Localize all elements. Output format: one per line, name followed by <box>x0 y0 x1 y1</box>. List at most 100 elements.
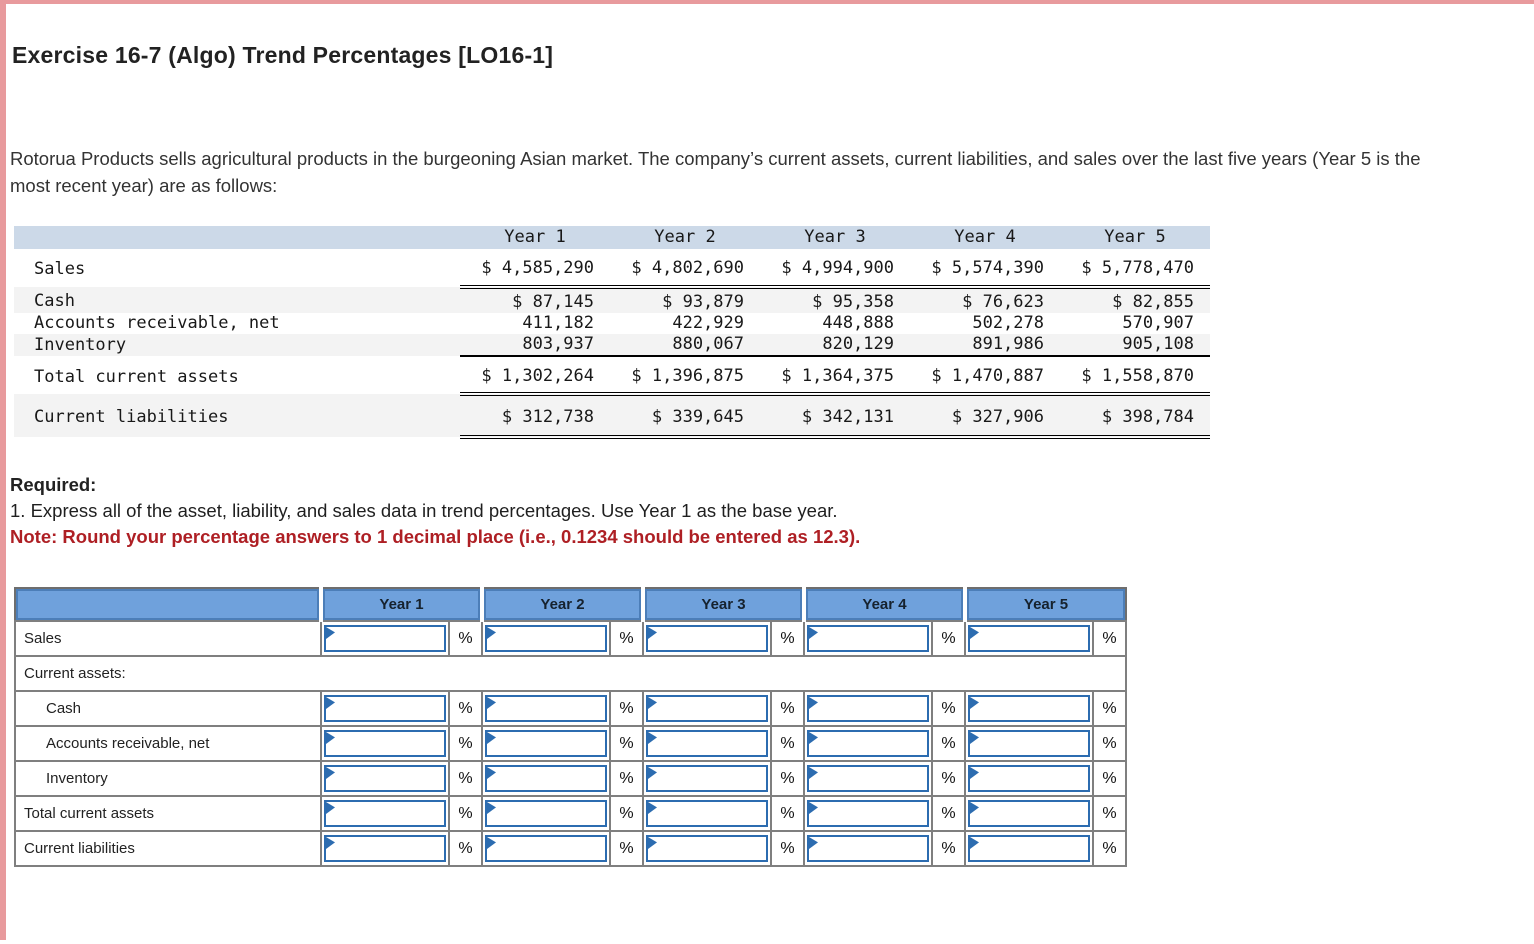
table-row-inventory: Inventory 803,937 880,067 820,129 891,98… <box>14 334 1210 357</box>
liabilities-year4-value: $ 327,906 <box>910 394 1060 439</box>
percent-label: % <box>931 620 966 657</box>
data-header-year4: Year 4 <box>910 226 1060 249</box>
row-label: Cash <box>34 291 75 311</box>
percent-label: % <box>770 620 805 657</box>
total-year4-value: $ 1,470,887 <box>910 356 1060 396</box>
answer-header-row: Year 1 Year 2 Year 3 Year 4 Year 5 <box>15 588 1126 621</box>
input-cell <box>803 760 933 797</box>
input-box <box>324 625 446 652</box>
answer-header-year1: Year 1 <box>319 588 484 621</box>
input-sales-year5[interactable] <box>970 627 1088 650</box>
answer-row-current-assets-section: Current assets: <box>14 655 1127 692</box>
input-box <box>968 765 1090 792</box>
input-cell <box>481 760 611 797</box>
input-box <box>807 800 929 827</box>
input-inventory-year5[interactable] <box>970 767 1088 790</box>
inventory-year1-value: 803,937 <box>460 334 610 357</box>
input-cell <box>642 620 772 657</box>
inventory-year3-value: 820,129 <box>760 334 910 357</box>
input-inventory-year4[interactable] <box>809 767 927 790</box>
input-inventory-year1[interactable] <box>326 767 444 790</box>
input-cash-year5[interactable] <box>970 697 1088 720</box>
input-sales-year2[interactable] <box>487 627 605 650</box>
input-sales-year1[interactable] <box>326 627 444 650</box>
answer-row-sales: Sales % % % % % <box>14 620 1127 657</box>
input-ar-year4[interactable] <box>809 732 927 755</box>
input-box <box>485 800 607 827</box>
input-cell <box>481 725 611 762</box>
table-row-sales: Sales $ 4,585,290 $ 4,802,690 $ 4,994,90… <box>14 249 1210 289</box>
percent-label: % <box>609 620 644 657</box>
row-label: Total current assets <box>34 366 239 387</box>
liabilities-year2-value: $ 339,645 <box>610 394 760 439</box>
input-box <box>968 625 1090 652</box>
input-box <box>485 695 607 722</box>
row-label: Inventory <box>34 334 127 355</box>
percent-label: % <box>1092 795 1127 832</box>
input-cell <box>320 830 450 867</box>
percent-label: % <box>770 795 805 832</box>
percent-label: % <box>1092 690 1127 727</box>
input-box <box>646 625 768 652</box>
input-cell <box>320 690 450 727</box>
percent-label: % <box>448 830 483 867</box>
input-cash-year2[interactable] <box>487 697 605 720</box>
input-cell <box>642 760 772 797</box>
percent-label: % <box>1092 830 1127 867</box>
input-liabilities-year1[interactable] <box>326 837 444 860</box>
required-section: Required: 1. Express all of the asset, l… <box>10 472 1534 550</box>
answer-row-total-current-assets: Total current assets % % % % % <box>14 795 1127 832</box>
input-liabilities-year4[interactable] <box>809 837 927 860</box>
input-total-year5[interactable] <box>970 802 1088 825</box>
input-cash-year1[interactable] <box>326 697 444 720</box>
ar-year4-value: 502,278 <box>972 313 1044 333</box>
input-cell <box>320 760 450 797</box>
total-year5-value: $ 1,558,870 <box>1060 356 1210 396</box>
input-cell <box>964 830 1094 867</box>
cash-year1-value: $ 87,145 <box>512 292 594 312</box>
rounding-note: Note: Round your percentage answers to 1… <box>10 526 861 547</box>
input-ar-year2[interactable] <box>487 732 605 755</box>
input-sales-year4[interactable] <box>809 627 927 650</box>
row-label: Cash <box>14 690 322 727</box>
percent-label: % <box>931 795 966 832</box>
input-inventory-year2[interactable] <box>487 767 605 790</box>
percent-label: % <box>448 760 483 797</box>
input-box <box>646 765 768 792</box>
data-header-blank <box>14 226 460 249</box>
cash-year3-value: $ 95,358 <box>812 292 894 312</box>
percent-label: % <box>609 690 644 727</box>
input-ar-year3[interactable] <box>648 732 766 755</box>
total-year3-value: $ 1,364,375 <box>760 356 910 396</box>
input-liabilities-year3[interactable] <box>648 837 766 860</box>
inventory-year5-value: 905,108 <box>1060 334 1210 357</box>
data-table-header-row: Year 1 Year 2 Year 3 Year 4 Year 5 <box>14 226 1210 249</box>
page-title: Exercise 16-7 (Algo) Trend Percentages [… <box>12 42 554 68</box>
input-cell <box>481 620 611 657</box>
answer-header-year2: Year 2 <box>480 588 645 621</box>
percent-label: % <box>609 760 644 797</box>
input-total-year1[interactable] <box>326 802 444 825</box>
data-header-year3: Year 3 <box>760 226 910 249</box>
input-ar-year5[interactable] <box>970 732 1088 755</box>
input-cell <box>803 795 933 832</box>
input-cell <box>320 620 450 657</box>
ar-year3-value: 448,888 <box>822 313 894 333</box>
input-cash-year4[interactable] <box>809 697 927 720</box>
input-sales-year3[interactable] <box>648 627 766 650</box>
input-total-year3[interactable] <box>648 802 766 825</box>
inventory-year4-value: 891,986 <box>910 334 1060 357</box>
input-cash-year3[interactable] <box>648 697 766 720</box>
input-cell <box>803 830 933 867</box>
percent-label: % <box>448 725 483 762</box>
input-total-year2[interactable] <box>487 802 605 825</box>
percent-label: % <box>609 725 644 762</box>
percent-label: % <box>931 690 966 727</box>
percent-label: % <box>609 830 644 867</box>
input-inventory-year3[interactable] <box>648 767 766 790</box>
cash-year4-value: $ 76,623 <box>962 292 1044 312</box>
input-liabilities-year5[interactable] <box>970 837 1088 860</box>
input-ar-year1[interactable] <box>326 732 444 755</box>
input-liabilities-year2[interactable] <box>487 837 605 860</box>
input-total-year4[interactable] <box>809 802 927 825</box>
